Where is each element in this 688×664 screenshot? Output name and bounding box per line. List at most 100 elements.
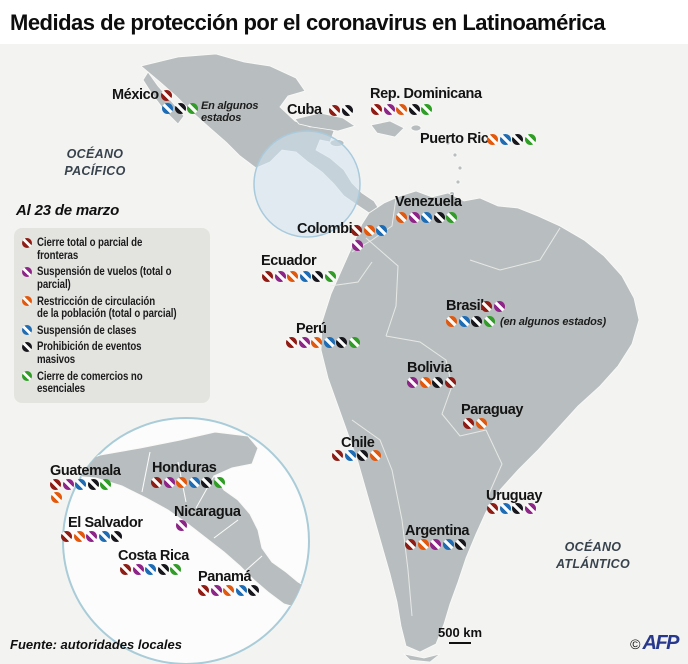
measure-dot-vuelos xyxy=(132,564,144,575)
legend-item-circulacion: Restricción de circulación de la poblaci… xyxy=(22,296,204,321)
island-puerto-rico xyxy=(410,124,422,132)
measure-dot-vuelos xyxy=(274,271,286,282)
measure-dot-fronteras xyxy=(444,377,456,388)
country-label-nicaragua: Nicaragua xyxy=(174,504,241,520)
country-label-puerto-rico: Puerto Rico xyxy=(420,131,497,147)
measure-dot-vuelos xyxy=(62,479,74,490)
measure-dots-rep-dominicana-row1 xyxy=(371,104,432,115)
measure-dots-guatemala-row1 xyxy=(50,479,111,490)
measure-dots-bolivia-row1 xyxy=(407,377,456,388)
country-label-brasil: Brasil xyxy=(446,298,484,314)
country-label-panama: Panamá xyxy=(198,569,252,585)
measure-dot-vuelos xyxy=(383,104,395,115)
legend-item-vuelos: Suspensión de vuelos (total o parcial) xyxy=(22,266,204,291)
measure-dots-chile-row1 xyxy=(332,450,381,461)
measure-dot-eventos xyxy=(432,377,443,388)
measure-dots-panama-row1 xyxy=(198,585,259,596)
measure-dot-circulacion xyxy=(396,212,407,223)
legend-item-label: Cierre de comercios no esenciales xyxy=(37,370,143,396)
measure-dot-vuelos xyxy=(86,531,97,542)
island-cuba xyxy=(294,112,356,132)
measure-dot-fronteras xyxy=(61,531,72,542)
country-label-rep-dominicana: Rep. Dominicana xyxy=(370,86,482,102)
measure-dot-fronteras xyxy=(405,539,416,550)
measure-dot-clases xyxy=(98,531,110,542)
country-label-uruguay: Uruguay xyxy=(486,488,543,504)
afp-logo-text: AFP xyxy=(642,632,680,654)
country-label-cuba: Cuba xyxy=(287,102,322,118)
ocean-label-atlantic: OCÉANO ATLÁNTICO xyxy=(556,540,630,571)
measure-dot-circulacion xyxy=(446,316,457,327)
measure-dots-puerto-rico-row1 xyxy=(487,134,536,145)
land-tierra-del-fuego xyxy=(402,653,441,663)
measure-dot-clases xyxy=(499,503,511,514)
island-antilles xyxy=(452,152,458,158)
measure-dot-clases xyxy=(145,564,156,575)
measure-dot-comercios xyxy=(100,479,111,490)
country-label-bolivia: Bolivia xyxy=(407,360,452,376)
country-label-paraguay: Paraguay xyxy=(461,402,524,418)
measure-dot-eventos xyxy=(471,316,482,327)
legend-date: Al 23 de marzo xyxy=(16,202,120,219)
measure-dots-costa-rica-row1 xyxy=(120,564,181,575)
legend-item-fronteras: Cierre total o parcial de fronteras xyxy=(22,237,204,262)
measure-dot-vuelos xyxy=(352,240,363,251)
measure-dot-circulacion xyxy=(487,134,498,145)
measure-dot-clases xyxy=(162,103,173,114)
legend-item-comercios: Cierre de comercios no esenciales xyxy=(22,371,204,396)
measure-dots-brasil-row2 xyxy=(446,316,495,327)
country-label-mexico: México xyxy=(112,87,159,103)
measure-dots-mexico-row2 xyxy=(162,103,198,114)
measure-dot-circulacion xyxy=(475,418,487,429)
measure-dot-fronteras xyxy=(198,585,209,596)
measure-dot-eventos xyxy=(357,450,368,461)
measure-dot-vuelos xyxy=(298,337,310,348)
measure-dot-fronteras xyxy=(371,104,382,115)
measure-dot-circulacion xyxy=(417,539,429,550)
scale-bar xyxy=(449,642,472,644)
measure-dot-clases xyxy=(299,271,311,282)
note-mexico: En algunos estados xyxy=(201,100,259,124)
measure-dot-comercios xyxy=(348,337,360,348)
measure-dot-vuelos xyxy=(407,377,418,388)
page-title: Medidas de protección por el coronavirus… xyxy=(0,0,688,44)
measure-dot-circulacion xyxy=(363,225,375,236)
measure-dot-circulacion xyxy=(396,104,407,115)
measure-dot-comercios xyxy=(421,104,432,115)
afp-logo: © AFP xyxy=(630,632,680,655)
measure-dot-eventos xyxy=(512,503,523,514)
measure-dots-honduras-row1 xyxy=(151,477,225,488)
measure-dot-fronteras xyxy=(22,237,32,248)
country-label-venezuela: Venezuela xyxy=(395,194,462,210)
measure-dot-fronteras xyxy=(487,503,498,514)
country-label-chile: Chile xyxy=(341,435,375,451)
country-label-el-salvador: El Salvador xyxy=(68,515,143,531)
country-label-peru: Perú xyxy=(296,321,327,337)
measure-dot-vuelos xyxy=(493,301,505,312)
measure-dot-comercios xyxy=(324,271,336,282)
measure-dot-vuelos xyxy=(408,212,420,223)
country-label-costa-rica: Costa Rica xyxy=(118,548,189,564)
measure-dot-clases xyxy=(188,477,200,488)
legend: Cierre total o parcial de fronteras Suspe… xyxy=(14,228,210,404)
measure-dot-fronteras xyxy=(262,271,273,282)
central-america-highlight-circle xyxy=(253,130,361,238)
measure-dots-mexico-row1 xyxy=(161,90,172,101)
measure-dot-clases xyxy=(323,337,335,348)
measure-dot-vuelos xyxy=(210,585,222,596)
measure-dot-eventos xyxy=(455,539,466,550)
measure-dots-argentina-row1 xyxy=(405,539,466,550)
measure-dot-circulacion xyxy=(311,337,322,348)
measure-dot-clases xyxy=(376,225,387,236)
country-borders xyxy=(329,197,561,617)
legend-item-clases: Suspensión de clases xyxy=(22,325,204,338)
measure-dot-comercios xyxy=(170,564,181,575)
source-credit: Fuente: autoridades locales xyxy=(10,637,182,652)
measure-dot-eventos xyxy=(248,585,259,596)
measure-dot-fronteras xyxy=(481,301,492,312)
measure-dots-colombia-row1 xyxy=(351,225,387,236)
measure-dot-comercios xyxy=(524,134,536,145)
measure-dot-clases xyxy=(499,134,511,145)
measure-dot-eventos xyxy=(312,271,323,282)
measure-dot-eventos xyxy=(157,564,169,575)
